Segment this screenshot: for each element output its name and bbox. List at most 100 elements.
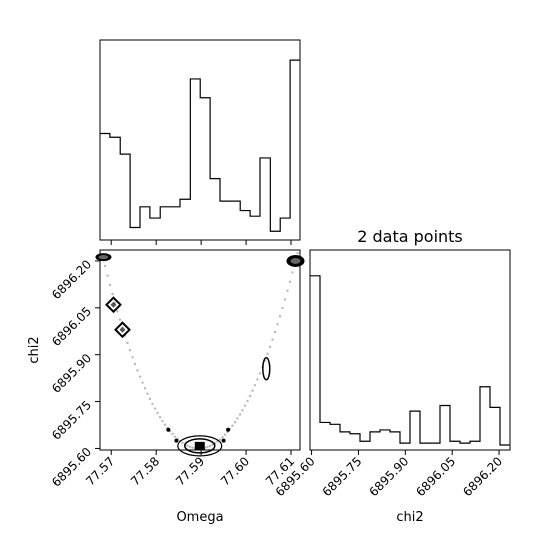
sample-point [288, 280, 292, 283]
sample-point [188, 445, 192, 449]
sample-point [128, 349, 132, 352]
hist-omega-bar [240, 211, 250, 235]
y-tick-label-chi2: 6896.20 [49, 257, 94, 302]
sample-point [238, 413, 242, 416]
hist-omega-frame [99, 39, 301, 241]
sample-point [163, 423, 167, 426]
sample-point [221, 436, 224, 439]
sample-point [133, 362, 137, 366]
sample-point [233, 421, 237, 424]
hist-chi2-bar [420, 443, 430, 445]
hist-omega-bar [250, 216, 260, 235]
hist-omega-bar [150, 218, 160, 235]
scatter-frame [99, 249, 301, 451]
sample-point [116, 310, 119, 313]
sample-point [186, 444, 189, 447]
x-axis-label-chi2: chi2 [396, 510, 423, 525]
sample-point [256, 378, 259, 381]
contour-diamond-core [110, 301, 117, 308]
hist-chi2-bar [380, 430, 390, 445]
hist-omega-bar [260, 158, 270, 235]
sample-point [231, 424, 234, 427]
sample-point [278, 315, 282, 318]
hist-omega-bar [230, 201, 240, 235]
x-tick-label-chi2: 6896.05 [413, 454, 458, 499]
hist-omega-bar [200, 98, 210, 235]
y-tick-label-chi2: 6895.75 [49, 398, 94, 443]
sample-point [141, 381, 144, 384]
contour-diamond [114, 321, 131, 339]
tick-labels: 77.57 77.58 77.59 77.60 77.616895.606895.756… [49, 240, 505, 499]
x-tick-label-chi2: 6895.90 [366, 454, 411, 499]
hist-omega-bar [110, 137, 120, 235]
hist-omega-bar [170, 207, 180, 235]
sample-point [181, 441, 184, 445]
sample-point [243, 404, 247, 407]
hist-chi2-bar [370, 432, 380, 445]
sample-point [171, 432, 174, 436]
sample-point [103, 264, 107, 268]
sample-point [174, 438, 179, 443]
sample-point [291, 271, 294, 274]
scatter-omega-chi2 [95, 251, 305, 457]
hist-chi2-bar [450, 441, 460, 445]
contour-diamond [105, 296, 122, 314]
sample-point [118, 318, 122, 321]
sample-point [153, 407, 157, 410]
sample-point [266, 352, 269, 356]
sample-point [276, 323, 279, 326]
hist-chi2-bar [320, 422, 330, 445]
hist-chi2-bar [330, 424, 340, 445]
hist-chi2-bar [490, 407, 500, 445]
x-axis-label-omega: Omega [176, 510, 223, 525]
sample-point [148, 397, 152, 401]
hist-chi2-bar [440, 406, 450, 445]
contour-diamond-core [119, 326, 126, 333]
hist-chi2-bar [400, 443, 410, 445]
sample-point [166, 427, 171, 432]
sample-point [221, 438, 226, 443]
sample-point [208, 444, 212, 448]
contour-core [194, 441, 205, 450]
sample-point [236, 417, 239, 420]
sample-point [271, 338, 274, 341]
sample-point [111, 292, 114, 296]
hist-omega-bar [210, 179, 220, 235]
hist-chi2-bar [310, 276, 320, 445]
sample-point [206, 445, 209, 449]
contour-loop [262, 357, 271, 381]
sample-point [251, 389, 254, 392]
hist-chi2-title: 2 data points [357, 227, 463, 246]
contour-mid [184, 438, 216, 454]
x-tick-label-omega: 77.59 [173, 454, 207, 488]
hist-chi2-bar [360, 441, 370, 445]
sample-point [241, 409, 244, 412]
hist-omega [100, 59, 300, 235]
sample-point [273, 330, 277, 334]
hist-omega-bar [160, 207, 170, 235]
hist-chi2 [310, 275, 510, 446]
hist-chi2-frame [309, 249, 511, 451]
hist-omega-bar [100, 133, 110, 235]
sample-point [211, 443, 214, 446]
contour-blob-inner [98, 255, 109, 260]
sample-point [283, 298, 287, 301]
hist-omega-bar [290, 60, 300, 235]
hist-chi2-bar [460, 443, 470, 445]
sample-point [218, 438, 222, 441]
sample-point [146, 392, 149, 396]
sample-point [108, 283, 112, 287]
sample-point [151, 402, 154, 406]
x-tick-label-chi2: 6896.20 [460, 454, 505, 499]
contour-outer [177, 435, 223, 457]
sample-point [138, 375, 142, 378]
hist-omega-bar [280, 218, 290, 235]
hist-chi2-bar [340, 432, 350, 445]
sample-point [161, 419, 164, 423]
sample-point [286, 289, 289, 292]
sample-point [173, 435, 177, 438]
sample-point [136, 369, 139, 372]
sample-point [296, 251, 299, 255]
contour-blob-inner [290, 257, 301, 264]
